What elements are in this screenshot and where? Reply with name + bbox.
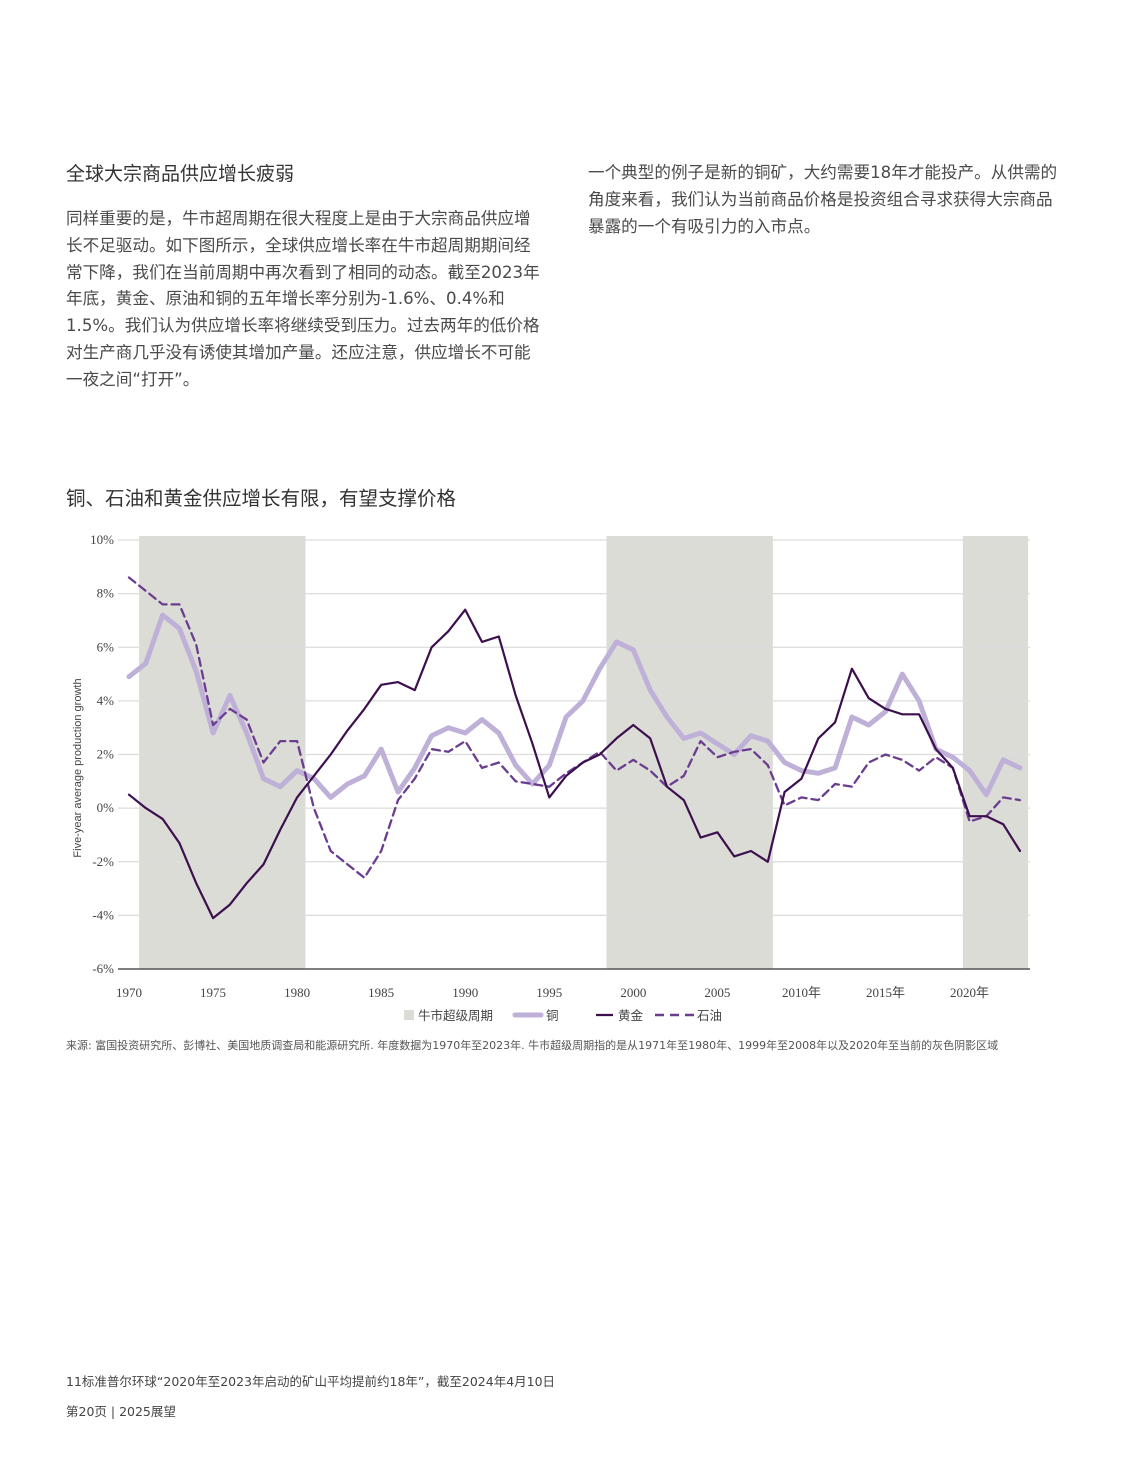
left-paragraph: 同样重要的是，牛市超周期在很大程度上是由于大宗商品供应增长不足驱动。如下图所示，… xyxy=(66,209,540,389)
y-tick-label: 0% xyxy=(97,800,115,815)
x-tick-label: 1995 xyxy=(536,985,562,1000)
x-tick-label: 1980 xyxy=(284,985,310,1000)
bull-cycle-shade-3 xyxy=(962,536,1028,969)
x-tick-label: 1985 xyxy=(368,985,394,1000)
y-tick-label: 2% xyxy=(97,747,115,762)
source-note: 来源: 富国投资研究所、彭博社、美国地质调查局和能源研究所. 年度数据为1970… xyxy=(66,1039,999,1052)
section-heading: 全球大宗商品供应增长疲弱 xyxy=(66,163,295,185)
left-column: 全球大宗商品供应增长疲弱 同样重要的是，牛市超周期在很大程度上是由于大宗商品供应… xyxy=(66,160,546,394)
legend-shade-label: 牛市超级周期 xyxy=(418,1008,493,1023)
y-tick-label: 4% xyxy=(97,693,115,708)
series-layer xyxy=(126,576,1023,920)
page-footer: 第20页 | 2025展望 xyxy=(66,1404,176,1419)
right-paragraph: 一个典型的例子是新的铜矿，大约需要18年才能投产。从供需的角度来看，我们认为当前… xyxy=(588,163,1058,236)
chart-title: 铜、石油和黄金供应增长有限，有望支撑价格 xyxy=(66,487,457,510)
y-tick-label: -2% xyxy=(92,854,114,869)
bull-cycle-shade-2 xyxy=(606,536,773,969)
y-tick-label: 10% xyxy=(90,532,114,547)
x-tick-label: 2010年 xyxy=(782,985,821,1000)
legend-gold-label: 黄金 xyxy=(618,1008,644,1023)
x-tick-label: 2000 xyxy=(620,985,646,1000)
y-tick-label: -6% xyxy=(92,961,114,976)
x-tick-label: 2020年 xyxy=(950,985,989,1000)
y-tick-label: 6% xyxy=(97,639,115,654)
y-axis-label: Five-year average production growth xyxy=(72,678,84,857)
chart-legend: 牛市超级周期 铜 黄金 石油 xyxy=(404,1008,722,1023)
y-tick-label: -4% xyxy=(92,907,114,922)
x-tick-label: 1990 xyxy=(452,985,478,1000)
legend-shade-swatch xyxy=(404,1010,414,1020)
x-tick-label: 1975 xyxy=(200,985,226,1000)
series-line-gold xyxy=(127,608,1022,920)
y-axis-ticks: 10% 8% 6% 4% 2% 0% -2% -4% -6% xyxy=(90,532,114,976)
x-axis-ticks: 1970 1975 1980 1985 1990 1995 2000 2005 2010年 201… xyxy=(116,985,989,1000)
x-tick-label: 2015年 xyxy=(866,985,905,1000)
footnote: 11标准普尔环球“2020年至2023年启动的矿山平均提前约18年”，截至202… xyxy=(66,1374,556,1389)
x-tick-label: 1970 xyxy=(116,985,142,1000)
legend-oil-label: 石油 xyxy=(697,1008,722,1023)
shade-layer xyxy=(139,536,1028,969)
right-column: 一个典型的例子是新的铜矿，大约需要18年才能投产。从供需的角度来看，我们认为当前… xyxy=(588,160,1068,240)
bull-cycle-shade-1 xyxy=(139,536,306,969)
grid-layer xyxy=(118,539,1030,970)
y-tick-label: 8% xyxy=(97,586,115,601)
series-line-copper xyxy=(126,612,1023,800)
production-growth-chart: 10%8%6%4%2%0%-2%-4%-6% 1970 1975 1980 1985 1… xyxy=(72,532,1030,1023)
legend-copper-label: 铜 xyxy=(546,1008,559,1023)
x-tick-label: 2005 xyxy=(704,985,730,1000)
